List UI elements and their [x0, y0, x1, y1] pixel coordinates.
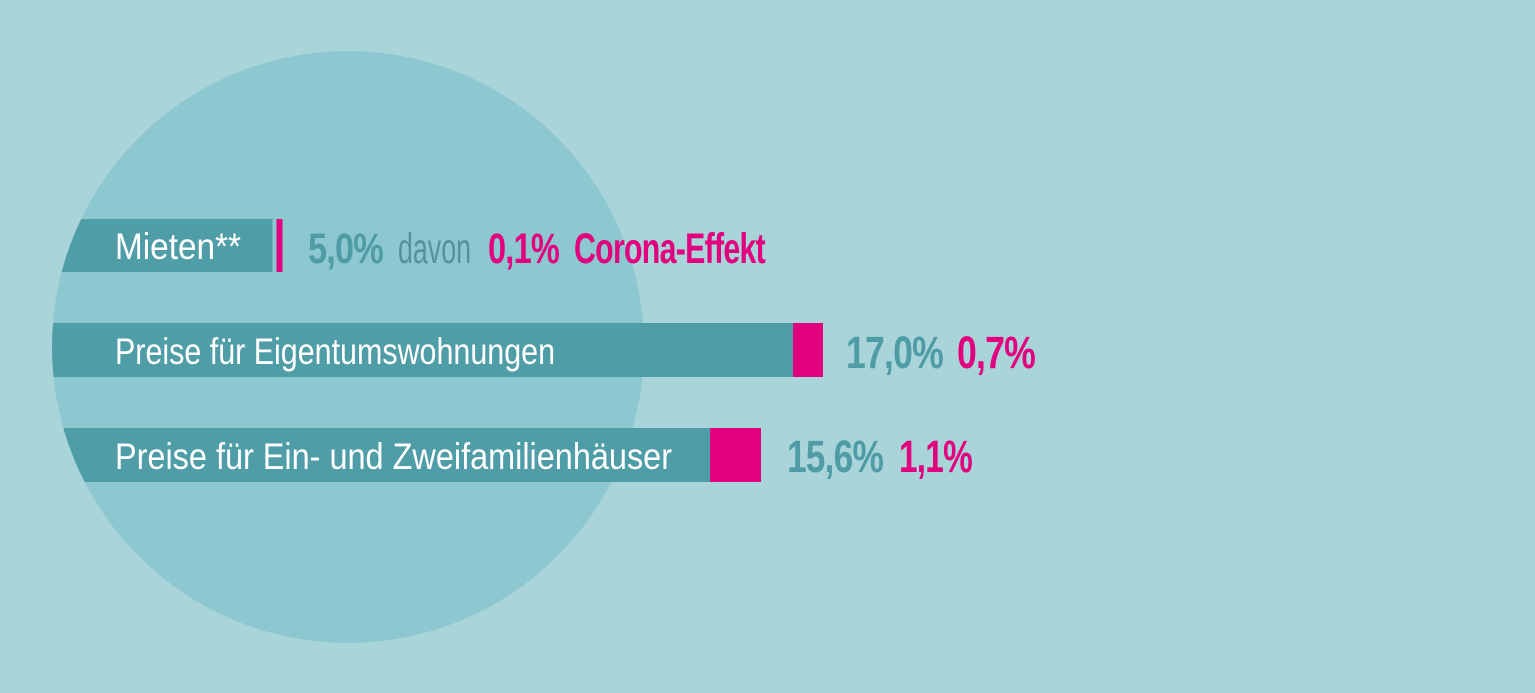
bar-eigentumswohnungen-corona-segment [793, 323, 823, 377]
bar-mieten-corona-segment [276, 219, 283, 272]
value-eigentumswohnungen-total: 17,0% [846, 327, 943, 378]
value-zweifamilienhaeuser-total: 15,6% [787, 431, 883, 482]
value-mieten-corona-label: Corona-Effekt [574, 225, 765, 273]
value-mieten-davon-text: davon [398, 225, 471, 273]
bar-label-mieten: Mieten** [115, 226, 241, 267]
bar-label-eigentumswohnungen: Preise für Eigentumswohnungen [115, 331, 555, 372]
bar-zweifamilienhaeuser-corona-segment [710, 428, 761, 482]
value-eigentumswohnungen-corona: 0,7% [957, 327, 1035, 378]
value-zweifamilienhaeuser-corona: 1,1% [899, 431, 972, 482]
bars-group [52, 219, 823, 482]
bar-label-zweifamilienhaeuser: Preise für Ein- und Zweifamilienhäuser [115, 436, 672, 477]
bar-eigentumswohnungen-total [52, 323, 793, 377]
value-mieten-corona: 0,1% [488, 225, 560, 273]
bar-mieten-total [52, 219, 273, 272]
bar-zweifamilienhaeuser-total [52, 428, 710, 482]
value-mieten-total: 5,0% [308, 225, 384, 273]
